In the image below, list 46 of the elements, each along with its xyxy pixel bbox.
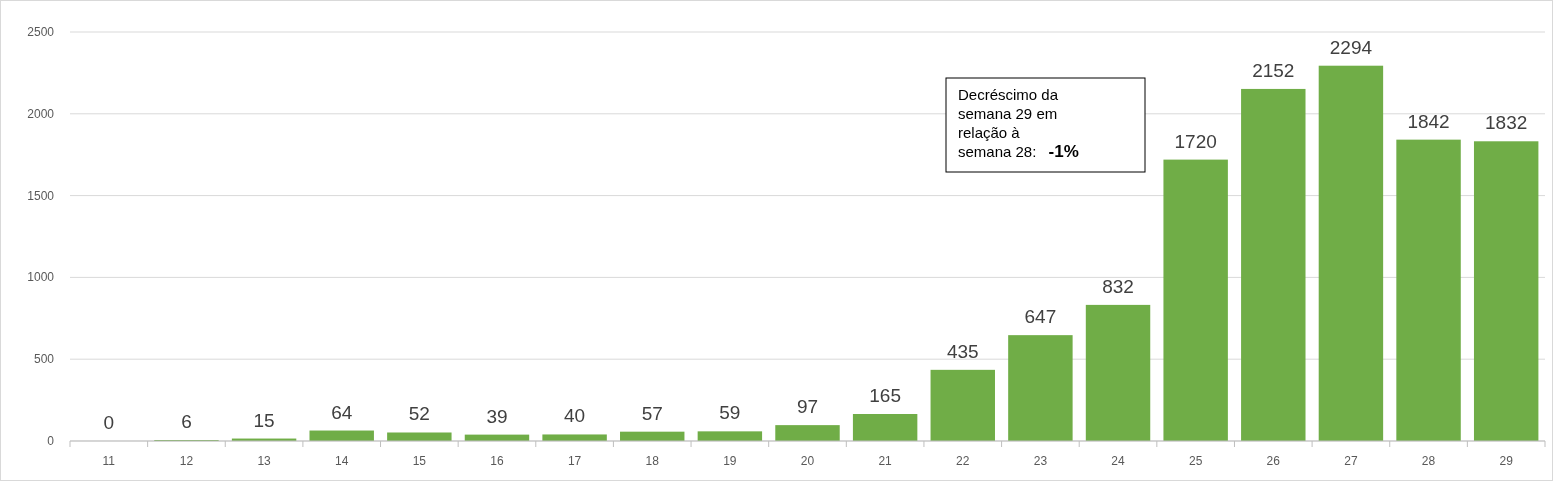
x-tick-label: 28 — [1421, 454, 1436, 468]
data-label: 647 — [1024, 306, 1057, 328]
data-label: 0 — [103, 412, 115, 433]
data-label: 52 — [408, 403, 430, 425]
x-tick-label: 20 — [800, 454, 815, 468]
x-tick-label: 19 — [723, 454, 737, 468]
x-tick-label: 26 — [1266, 454, 1281, 468]
data-label: 832 — [1102, 275, 1134, 297]
annotation: Decréscimo da semana 29 em relação à semana 28: -1% — [958, 86, 1079, 161]
data-label: 2294 — [1329, 36, 1373, 58]
y-tick-label: 0 — [47, 434, 55, 448]
y-tick-label: 2500 — [27, 25, 55, 39]
x-tick-label: 12 — [179, 454, 194, 468]
data-label: 1720 — [1174, 130, 1217, 152]
data-label: 1832 — [1485, 112, 1528, 134]
note-box: Decréscimo da semana 29 em relação à semana 28: -1% — [945, 77, 1146, 173]
x-tick-label: 24 — [1111, 454, 1126, 468]
data-label: 165 — [869, 385, 901, 407]
data-label: 15 — [253, 409, 275, 431]
x-tick-label: 23 — [1033, 454, 1048, 468]
data-label: 2152 — [1252, 59, 1295, 81]
x-tick-label: 11 — [102, 454, 116, 468]
x-tick-label: 29 — [1499, 454, 1514, 468]
data-label: 64 — [331, 401, 353, 423]
x-tick-label: 27 — [1344, 454, 1358, 468]
data-label: 435 — [946, 340, 979, 362]
x-tick-label: 18 — [645, 454, 660, 468]
data-label: 6 — [181, 411, 192, 433]
data-label: 40 — [564, 405, 586, 427]
x-tick-label: 21 — [878, 454, 893, 468]
y-tick-label: 2000 — [27, 106, 55, 121]
x-tick-label: 17 — [567, 454, 582, 468]
x-tick-label: 15 — [412, 454, 427, 468]
data-label: 97 — [796, 396, 819, 418]
x-tick-label: 25 — [1188, 454, 1203, 468]
y-tick-label: 1500 — [27, 188, 55, 203]
y-tick-label: 1000 — [27, 270, 55, 285]
data-label: 39 — [486, 405, 508, 427]
data-label: 57 — [641, 402, 663, 424]
x-tick-label: 22 — [956, 454, 970, 468]
x-tick-label: 14 — [335, 454, 349, 468]
x-tick-label: 13 — [257, 454, 272, 468]
y-tick-label: 500 — [33, 352, 55, 367]
data-label: 59 — [719, 402, 741, 424]
data-label: 1842 — [1407, 110, 1450, 132]
x-tick-label: 16 — [490, 454, 504, 468]
